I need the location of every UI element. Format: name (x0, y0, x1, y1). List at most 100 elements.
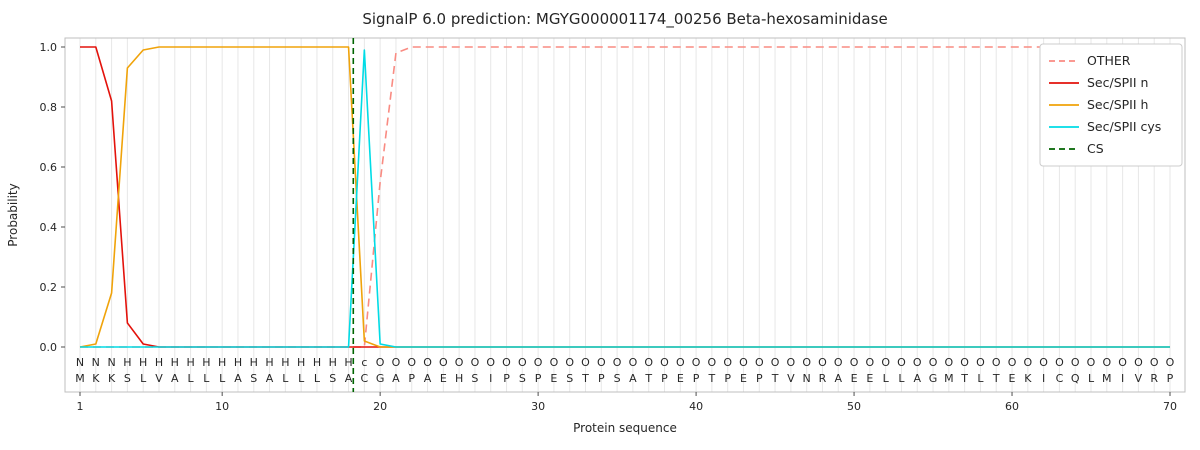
y-tick-label: 0.2 (40, 281, 58, 294)
x-tick-label: 70 (1163, 400, 1177, 413)
sequence-letter: M (75, 372, 85, 385)
y-axis: 0.0 0.2 0.4 0.6 0.8 1.0 (40, 41, 65, 354)
sequence-letter: S (329, 372, 336, 385)
region-label: O (534, 356, 543, 369)
region-label: O (392, 356, 401, 369)
legend-box (1039, 43, 1183, 167)
sequence-letter: K (108, 372, 116, 385)
sequence-letter: R (819, 372, 827, 385)
sequence-letter: T (960, 372, 968, 385)
sequence-letter: P (503, 372, 510, 385)
legend: OTHER Sec/SPII n Sec/SPII h Sec/SPII cys CS (1039, 43, 1183, 167)
x-tick-label: 1 (77, 400, 84, 413)
sequence-letter: L (188, 372, 195, 385)
region-label: O (755, 356, 764, 369)
region-label: O (1008, 356, 1017, 369)
sequence-letter: K (1024, 372, 1032, 385)
region-label: H (171, 356, 179, 369)
sequence-letter: L (203, 372, 210, 385)
sequence-letter: V (787, 372, 795, 385)
sequence-letter: L (298, 372, 305, 385)
sequence-letter: P (693, 372, 700, 385)
region-label: O (929, 356, 938, 369)
x-tick-label: 40 (689, 400, 703, 413)
region-label: N (107, 356, 115, 369)
region-label: O (1087, 356, 1096, 369)
region-label: O (739, 356, 748, 369)
sequence-letter: A (345, 372, 353, 385)
sequence-letter: S (250, 372, 257, 385)
sequence-letter: I (1121, 372, 1124, 385)
region-label: O (1039, 356, 1048, 369)
gridlines (79, 38, 1171, 392)
region-label: O (960, 356, 969, 369)
region-label: H (186, 356, 194, 369)
region-label: H (297, 356, 305, 369)
sequence-letter: T (771, 372, 779, 385)
region-label: H (329, 356, 337, 369)
region-label: O (1166, 356, 1175, 369)
y-tick-label: 0.8 (40, 101, 58, 114)
region-label: H (123, 356, 131, 369)
region-label: O (407, 356, 416, 369)
sequence-letter: L (282, 372, 289, 385)
region-label: O (565, 356, 574, 369)
region-label: O (1102, 356, 1111, 369)
sequence-letter: K (92, 372, 100, 385)
x-tick-label: 60 (1005, 400, 1019, 413)
region-label: O (518, 356, 527, 369)
sequence-letter: E (740, 372, 747, 385)
sequence-letter: M (1102, 372, 1112, 385)
sequence-letter: A (629, 372, 637, 385)
region-label: O (1023, 356, 1032, 369)
region-label: O (613, 356, 622, 369)
region-label: O (818, 356, 827, 369)
region-label: H (218, 356, 226, 369)
sequence-letter: A (424, 372, 432, 385)
region-label: O (423, 356, 432, 369)
legend-label: Sec/SPII h (1087, 97, 1148, 112)
sequence-letter: T (992, 372, 1000, 385)
x-tick-label: 50 (847, 400, 861, 413)
region-label: O (723, 356, 732, 369)
region-label: O (992, 356, 1001, 369)
sequence-letter: P (724, 372, 731, 385)
x-tick-label: 30 (531, 400, 545, 413)
region-label: H (250, 356, 258, 369)
sequence-letter: C (1056, 372, 1064, 385)
region-label: H (313, 356, 321, 369)
region-label: O (834, 356, 843, 369)
sequence-letter: M (944, 372, 954, 385)
x-axis-label: Protein sequence (573, 421, 677, 435)
sequence-letter: A (834, 372, 842, 385)
sequence-letter: P (661, 372, 668, 385)
sequence-letter: C (361, 372, 369, 385)
legend-item-other: OTHER (1049, 53, 1131, 68)
sequence-letter: V (1135, 372, 1143, 385)
sequence-letter: A (913, 372, 921, 385)
sequence-letter: S (471, 372, 478, 385)
sequence-letter: E (550, 372, 557, 385)
legend-label: CS (1087, 141, 1104, 156)
sequence-letter: S (566, 372, 573, 385)
sequence-letter: P (408, 372, 415, 385)
region-label: c (361, 356, 367, 369)
region-label: O (644, 356, 653, 369)
plot-area (65, 38, 1185, 392)
legend-label: Sec/SPII cys (1087, 119, 1161, 134)
legend-label: Sec/SPII n (1087, 75, 1148, 90)
region-label: H (139, 356, 147, 369)
region-label: H (344, 356, 352, 369)
x-tick-label: 20 (373, 400, 387, 413)
region-label: N (92, 356, 100, 369)
region-label: O (771, 356, 780, 369)
region-label: O (550, 356, 559, 369)
region-label: O (502, 356, 511, 369)
sequence-letter: E (677, 372, 684, 385)
x-axis: 1 10 20 30 40 50 60 70 (77, 392, 1177, 413)
sequence-letter: S (124, 372, 131, 385)
region-label: O (486, 356, 495, 369)
